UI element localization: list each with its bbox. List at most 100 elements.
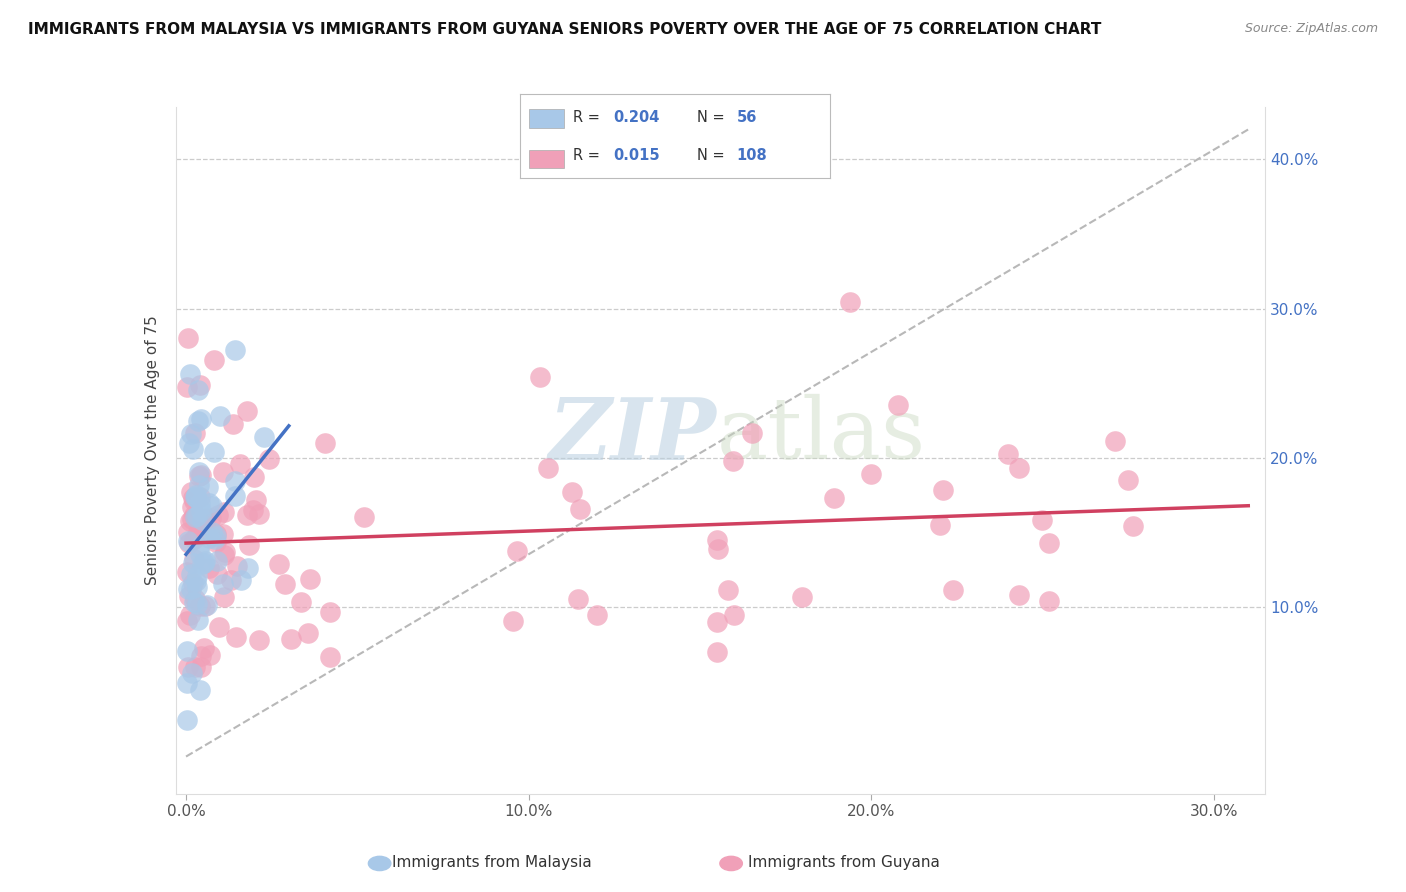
Point [214,545,236,559]
Point [190,411,212,425]
Point [942,583,965,598]
Point [280,632,302,646]
Point [529,369,551,384]
Text: 0.015: 0.015 [613,148,659,163]
Point [236,404,259,418]
Text: R =: R = [572,110,605,125]
Point [238,538,260,552]
Point [180,427,202,442]
Point [236,508,259,522]
Point [197,496,219,510]
Point [224,343,246,358]
Point [184,660,207,674]
Point [353,510,375,524]
Point [219,574,242,588]
Point [717,583,740,598]
Point [179,514,201,528]
Text: ZIP: ZIP [550,393,717,477]
Point [212,466,235,480]
Point [188,683,211,698]
Point [184,511,207,525]
Point [187,524,209,539]
Point [187,414,209,428]
Point [184,490,207,504]
Point [567,591,589,606]
Point [184,425,207,440]
Point [502,614,524,628]
Point [243,470,266,484]
Point [932,483,955,497]
Point [200,511,222,525]
Point [236,561,259,575]
Point [706,645,728,659]
Point [188,548,211,562]
Point [314,436,336,450]
Text: N =: N = [696,110,728,125]
Point [245,492,267,507]
Point [179,589,201,603]
Point [997,447,1019,461]
Point [181,442,204,456]
Point [208,409,231,424]
Point [181,556,204,570]
Point [177,435,200,450]
Point [274,577,297,591]
Point [183,552,205,566]
Point [176,643,198,657]
Point [186,580,208,594]
Point [267,558,290,572]
Point [212,577,235,591]
Point [207,508,229,522]
Point [838,295,860,310]
Point [186,597,208,611]
Point [179,367,201,381]
FancyBboxPatch shape [530,150,564,169]
Text: 0.204: 0.204 [613,110,659,125]
Point [183,595,205,609]
Point [191,517,214,532]
Point [190,467,212,482]
Point [204,534,226,549]
Point [197,480,219,494]
Point [242,503,264,517]
Point [176,566,198,580]
Point [707,541,730,556]
Point [193,557,215,571]
Point [225,558,247,573]
Point [790,590,813,604]
Point [290,595,312,609]
Point [187,613,209,627]
Point [194,554,217,568]
Point [180,567,202,582]
Point [179,607,201,622]
Point [177,524,200,539]
Point [1008,461,1031,475]
Point [229,573,252,587]
Point [229,457,252,471]
Point [318,606,340,620]
Point [177,536,200,550]
Point [249,507,271,521]
FancyBboxPatch shape [530,109,564,128]
Point [184,510,207,524]
Point [247,633,270,648]
Point [181,666,204,681]
Point [187,540,209,554]
Point [569,501,592,516]
Point [176,380,198,394]
Point [190,648,212,663]
Point [741,425,763,440]
Point [214,548,236,562]
Point [1038,536,1060,550]
Point [194,599,217,613]
Text: IMMIGRANTS FROM MALAYSIA VS IMMIGRANTS FROM GUYANA SENIORS POVERTY OVER THE AGE : IMMIGRANTS FROM MALAYSIA VS IMMIGRANTS F… [28,22,1101,37]
Point [186,509,208,524]
Point [194,518,217,533]
Point [181,512,204,526]
Point [191,557,214,571]
Point [183,533,205,547]
Point [195,598,218,612]
Point [188,599,211,613]
Point [184,591,207,606]
Text: 56: 56 [737,110,756,125]
